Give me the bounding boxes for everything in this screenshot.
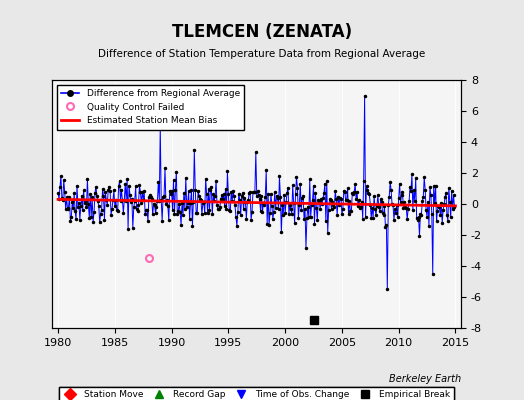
Text: Difference of Station Temperature Data from Regional Average: Difference of Station Temperature Data f… [99,49,425,59]
Legend: Station Move, Record Gap, Time of Obs. Change, Empirical Break: Station Move, Record Gap, Time of Obs. C… [59,387,454,400]
Text: TLEMCEN (ZENATA): TLEMCEN (ZENATA) [172,23,352,41]
Text: Berkeley Earth: Berkeley Earth [389,374,461,384]
